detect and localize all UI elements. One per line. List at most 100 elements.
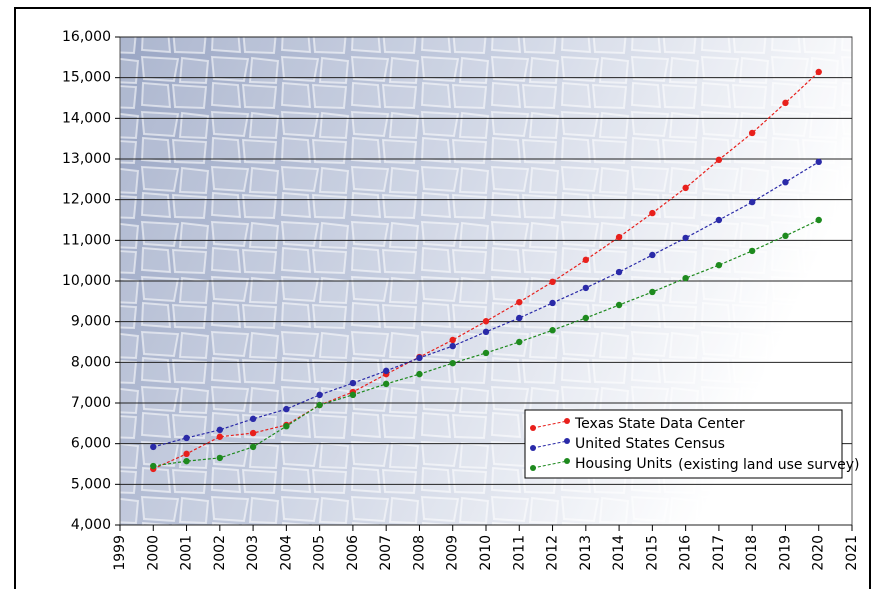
legend-line (532, 440, 568, 449)
data-point (416, 370, 423, 378)
data-point (249, 415, 257, 423)
legend-line (532, 460, 568, 469)
data-point (782, 99, 789, 107)
data-point (183, 434, 190, 442)
y-tick-label: 15,000 (62, 70, 111, 86)
data-point (748, 198, 756, 206)
data-point (316, 401, 323, 409)
data-point (482, 349, 490, 357)
data-point (682, 274, 689, 282)
data-point (549, 278, 556, 286)
data-point (748, 247, 756, 255)
data-point (815, 68, 822, 76)
legend-marker (530, 445, 536, 451)
x-tick-label: 2001 (179, 535, 195, 571)
data-point (349, 379, 357, 387)
y-tick-label: 14,000 (62, 110, 111, 126)
data-point (449, 342, 456, 350)
x-tick-label: 2008 (411, 535, 427, 571)
data-point (349, 391, 357, 399)
x-tick-label: 2011 (511, 535, 527, 571)
data-point (249, 429, 257, 437)
y-tick-label: 11,000 (62, 232, 111, 248)
data-point (649, 209, 656, 217)
x-tick-label: 2003 (245, 535, 261, 571)
data-point (516, 338, 523, 346)
y-tick-label: 10,000 (62, 273, 111, 289)
legend-label: United States Census (575, 436, 725, 452)
data-point (382, 367, 390, 375)
data-point (150, 443, 157, 451)
x-tick-label: 2021 (844, 535, 860, 571)
x-tick-label: 2004 (278, 535, 294, 571)
data-point (682, 234, 689, 242)
data-point (782, 178, 789, 186)
x-tick-label: 1999 (112, 535, 128, 571)
data-point (183, 457, 190, 465)
data-point (815, 158, 822, 166)
data-point (382, 380, 390, 388)
data-point (283, 405, 290, 413)
data-point (449, 359, 456, 367)
data-point (183, 450, 190, 458)
data-point (549, 299, 556, 307)
x-tick-label: 2014 (611, 535, 627, 571)
x-tick-label: 2000 (145, 535, 161, 571)
x-tick-label: 2010 (478, 535, 494, 571)
data-point (283, 422, 290, 430)
data-point (582, 284, 590, 292)
y-tick-label: 6,000 (71, 436, 111, 452)
x-tick-label: 2016 (678, 535, 694, 571)
y-tick-label: 5,000 (71, 476, 111, 492)
y-tick-label: 13,000 (62, 151, 111, 167)
y-tick-label: 9,000 (71, 314, 111, 330)
legend-label: Housing Units (575, 456, 672, 472)
data-point (782, 232, 789, 240)
data-point (682, 184, 689, 192)
data-point (449, 336, 456, 344)
data-point (249, 443, 257, 451)
data-point (216, 426, 224, 434)
y-tick-label: 4,000 (71, 517, 111, 533)
data-point (649, 288, 656, 296)
frame (14, 7, 871, 589)
data-point (582, 314, 590, 322)
x-tick-label: 2009 (445, 535, 461, 571)
data-point (715, 261, 723, 269)
legend-line (532, 420, 568, 429)
legend-note: (existing land use survey) (678, 457, 859, 473)
data-point (482, 318, 490, 325)
legend-marker (530, 465, 536, 471)
data-point (549, 327, 556, 334)
y-tick-label: 16,000 (62, 29, 111, 45)
x-tick-label: 2012 (545, 535, 561, 571)
legend-marker (564, 438, 570, 444)
data-point (216, 433, 224, 440)
data-point (582, 256, 590, 264)
data-point (748, 129, 756, 137)
data-point (615, 301, 623, 309)
x-tick-label: 2006 (345, 535, 361, 571)
x-tick-label: 2019 (777, 535, 793, 571)
legend-label: Texas State Data Center (574, 416, 745, 432)
data-point (516, 298, 523, 306)
x-tick-label: 2017 (711, 535, 727, 571)
data-point (715, 156, 723, 164)
legend-marker (564, 458, 570, 464)
data-point (615, 233, 623, 241)
data-point (649, 251, 656, 259)
legend-marker (564, 418, 570, 424)
x-tick-label: 2013 (578, 535, 594, 571)
x-tick-label: 2007 (378, 535, 394, 571)
legend-box (524, 409, 843, 479)
x-tick-label: 2005 (312, 535, 328, 571)
data-point (316, 391, 323, 399)
x-tick-label: 2018 (744, 535, 760, 571)
data-point (150, 462, 157, 470)
x-tick-label: 2020 (811, 535, 827, 571)
x-tick-label: 2002 (212, 535, 228, 571)
data-point (615, 268, 623, 276)
y-tick-label: 7,000 (71, 395, 111, 411)
